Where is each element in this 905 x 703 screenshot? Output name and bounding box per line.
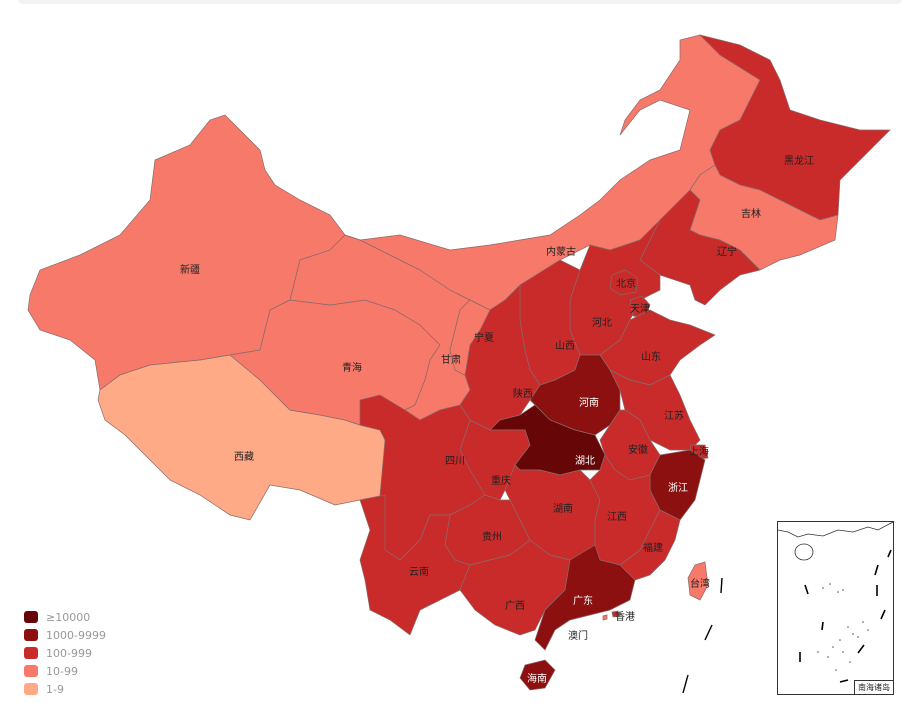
boundary-dash — [720, 577, 723, 594]
province-fujian[interactable] — [619, 509, 681, 581]
boundary-dash — [682, 674, 689, 694]
province-beijing[interactable] — [609, 269, 639, 296]
legend-swatch — [24, 665, 38, 677]
province-label-aomen: 澳门 — [568, 629, 588, 642]
legend-item[interactable]: 10-99 — [24, 662, 106, 680]
province-label-heilongjiang: 黑龙江 — [784, 154, 814, 167]
legend: ≥10000 1000-9999 100-999 10-99 1-9 — [24, 608, 106, 698]
province-hainan[interactable] — [519, 659, 556, 691]
province-label-hebei: 河北 — [592, 317, 612, 329]
inset-label: 南海诸岛 — [854, 680, 893, 694]
province-label-taiwan: 台湾 — [690, 577, 710, 590]
province-label-jilin: 吉林 — [741, 207, 761, 220]
legend-label: 10-99 — [46, 664, 78, 678]
province-label-henan: 河南 — [579, 396, 599, 409]
province-label-gansu: 甘肃 — [441, 353, 461, 366]
legend-item[interactable]: 100-999 — [24, 644, 106, 662]
inset-map — [778, 522, 893, 683]
boundary-dash — [704, 624, 713, 641]
province-label-guangdong: 广东 — [573, 594, 593, 607]
province-ningxia[interactable] — [449, 299, 491, 376]
province-aomen[interactable] — [602, 614, 608, 621]
legend-label: ≥10000 — [46, 610, 91, 624]
province-label-shanxi: 山西 — [555, 340, 575, 352]
province-label-chongqing: 重庆 — [491, 474, 511, 487]
province-xianggang[interactable] — [611, 610, 620, 618]
legend-label: 1000-9999 — [46, 628, 106, 642]
province-label-anhui: 安徽 — [628, 443, 648, 456]
province-label-jiangsu: 江苏 — [664, 409, 684, 422]
legend-item[interactable]: 1000-9999 — [24, 626, 106, 644]
province-label-hunan: 湖南 — [553, 502, 573, 515]
legend-label: 100-999 — [46, 646, 92, 660]
legend-swatch — [24, 683, 38, 695]
province-label-tianjin: 天津 — [630, 303, 650, 315]
south-china-sea-inset: 南海诸岛 — [777, 521, 894, 695]
province-label-yunnan: 云南 — [409, 565, 429, 578]
province-label-hubei: 湖北 — [575, 455, 595, 467]
province-label-sichuan: 四川 — [445, 456, 465, 467]
province-label-xizang: 西藏 — [234, 451, 254, 463]
top-bar — [18, 0, 902, 4]
legend-swatch — [24, 629, 38, 641]
province-label-guizhou: 贵州 — [482, 530, 502, 543]
province-label-qinghai: 青海 — [342, 361, 362, 374]
province-label-beijing: 北京 — [616, 277, 636, 290]
province-label-neimenggu: 内蒙古 — [546, 245, 576, 258]
province-label-jiangxi: 江西 — [607, 511, 627, 523]
province-label-xianggang: 香港 — [615, 611, 635, 623]
province-label-shandong: 山东 — [641, 350, 661, 363]
province-label-shanghai: 上海 — [689, 445, 709, 458]
legend-swatch — [24, 611, 38, 623]
province-taiwan[interactable] — [687, 561, 709, 601]
province-label-guangxi: 广西 — [505, 600, 525, 612]
legend-label: 1-9 — [46, 682, 64, 696]
province-label-ningxia: 宁夏 — [474, 331, 494, 344]
province-label-liaoning: 辽宁 — [717, 245, 737, 258]
province-label-shaanxi: 陕西 — [513, 387, 533, 400]
province-label-zhejiang: 浙江 — [668, 482, 688, 494]
province-label-fujian: 福建 — [643, 541, 663, 554]
province-label-hainan: 海南 — [527, 672, 547, 685]
province-guangdong[interactable] — [534, 544, 636, 651]
legend-swatch — [24, 647, 38, 659]
legend-item[interactable]: ≥10000 — [24, 608, 106, 626]
province-label-xinjiang: 新疆 — [180, 263, 200, 276]
legend-item[interactable]: 1-9 — [24, 680, 106, 698]
